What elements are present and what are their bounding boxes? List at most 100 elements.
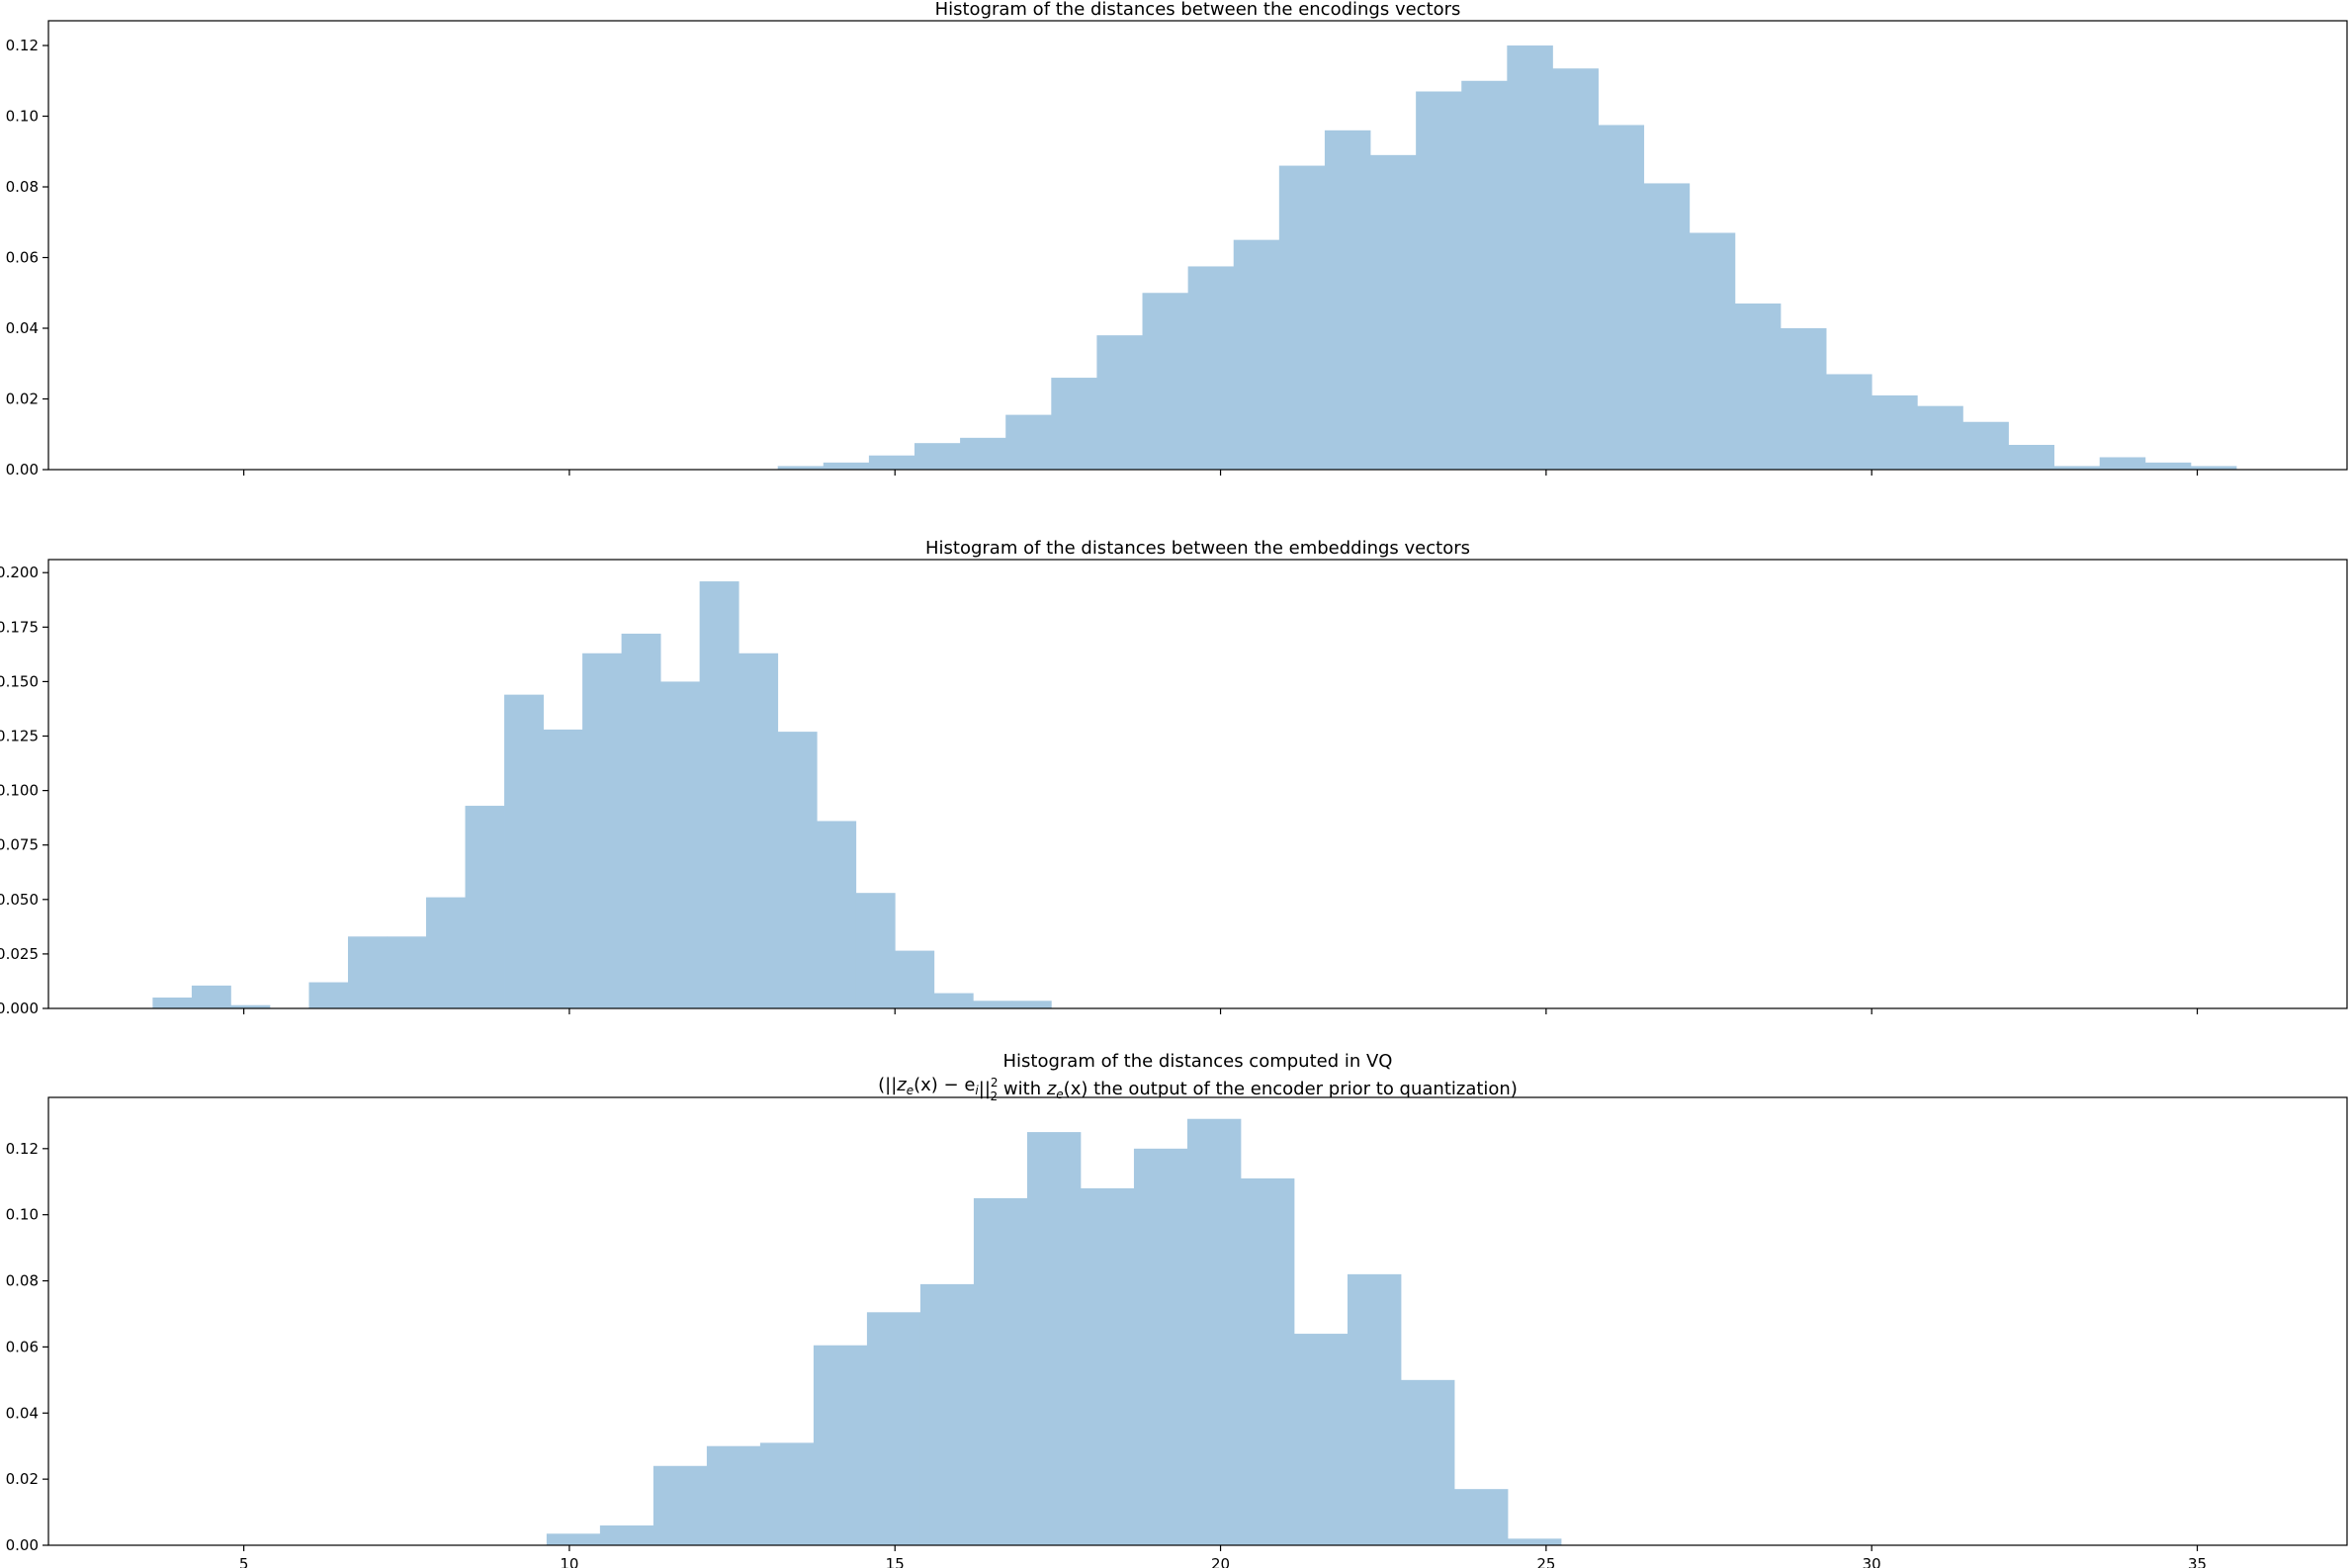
axes-frame [47,1096,2348,1546]
histogram-bar [1689,232,1736,470]
histogram-bar [868,455,915,470]
subplot-title: Histogram of the distances between the e… [925,538,1470,559]
histogram-bar [2053,466,2101,470]
axes-frame [47,20,2348,471]
histogram-bar [1643,183,1691,470]
histogram-bar [1962,421,2009,470]
histogram-bar [1324,130,1371,470]
histogram-bar [1598,125,1645,471]
histogram-bar [1240,1177,1295,1545]
histogram-bar [546,1533,601,1545]
histogram-bar [1917,405,1963,470]
y-tick-label: 0.00 [6,1536,39,1554]
histogram-bar [777,466,825,470]
histogram-bar [739,653,779,1008]
histogram-bar [2190,466,2237,470]
subplot-1: 0.00 0.02 0.04 0.06 0.08 0.10 0.12 Histogram of… [6,0,2348,479]
histogram-bar [660,681,701,1008]
x-tick-label: 5 [239,1555,249,1568]
histogram-bar [823,462,870,470]
histogram-bar [759,1442,815,1545]
y-tick-label: 0.175 [0,618,39,636]
histogram-bar [1416,91,1462,470]
histogram-bar [914,443,961,470]
x-tick-label: 25 [1536,1555,1555,1568]
y-tick-label: 0.025 [0,945,39,963]
histogram-bar [1401,1379,1455,1545]
histogram-bar [1026,1132,1082,1545]
x-tick-label: 35 [2188,1555,2207,1568]
histogram-bar [1507,45,1553,471]
histogram-bar [1734,303,1782,470]
subplot-title: Histogram of the distances between the e… [935,0,1461,20]
y-tick-label: 0.200 [0,564,39,581]
histogram-bar [919,1283,975,1545]
histogram-bar [1051,378,1097,470]
histogram-bar [621,633,661,1008]
histogram-bar [1233,239,1280,470]
y-tick-label: 0.125 [0,728,39,745]
histogram-bar [599,1524,654,1545]
histogram-bar [1096,335,1143,470]
histogram-bar [230,1004,271,1008]
histogram-bar [1186,1118,1242,1545]
histogram-bar [504,694,544,1008]
y-tick-label: 0.06 [6,1338,39,1355]
histogram-bar [699,581,740,1008]
x-tick-label: 15 [886,1555,905,1568]
histogram-bar [973,1001,1013,1008]
histogram-bar [866,1312,921,1545]
histogram-bar [817,821,857,1008]
subplot-2: 0.000 0.025 0.050 0.075 0.100 0.125 0.150 0.175… [0,538,2348,1017]
x-tick-label: 10 [560,1555,578,1568]
histogram-bar [1508,1538,1562,1545]
histogram-bar [1142,293,1189,470]
histogram-bar [2144,462,2192,470]
histogram-bar [653,1465,708,1545]
histogram-bar [2008,444,2055,470]
subplot-title-formula: (||ze(x) − ei||2 2 with ze(x) the output … [878,1075,1518,1103]
histogram-bar [777,732,818,1008]
histogram-bar [1011,1001,1052,1008]
y-tick-label: 0.02 [6,391,39,408]
histogram-bar [933,993,974,1008]
histogram-bar [706,1445,761,1545]
histogram-bar [960,437,1006,470]
y-tick-label: 0.08 [6,1272,39,1290]
x-tick-label: 20 [1211,1555,1230,1568]
y-tick-label: 0.02 [6,1470,39,1488]
y-tick-label: 0.100 [0,782,39,800]
y-tick-label: 0.00 [6,461,39,479]
histogram-bar [895,950,935,1008]
y-tick-label: 0.12 [6,1140,39,1158]
histogram-bar [1871,394,1918,470]
subplot-3: 0.00 0.02 0.04 0.06 0.08 0.10 0.12 5 10 15 20 25 30 3… [6,1051,2348,1568]
y-tick-label: 0.06 [6,249,39,267]
y-tick-label: 0.04 [6,319,39,337]
y-tick-label: 0.000 [0,1000,39,1017]
histogram-bar [582,653,622,1008]
x-tick-label: 30 [1863,1555,1881,1568]
histogram-bar [1780,328,1827,470]
histogram-bar [1187,266,1235,470]
y-tick-label: 0.075 [0,836,39,854]
histogram-bar [465,806,505,1008]
y-tick-label: 0.12 [6,37,39,54]
y-tick-label: 0.050 [0,891,39,909]
histogram-bar [191,985,231,1008]
histogram-bar [1133,1148,1188,1545]
histogram-bar [1293,1334,1349,1545]
histogram-bar [1552,68,1599,470]
histogram-bar [1454,1489,1509,1545]
histogram-bar [973,1197,1028,1545]
y-tick-label: 0.10 [6,108,39,126]
histogram-bar [387,936,427,1008]
histogram-bar [426,897,466,1008]
histogram-bar [1826,374,1872,470]
y-tick-label: 0.08 [6,178,39,196]
histogram-bar [813,1345,868,1545]
histogram-bar [1370,154,1417,470]
histogram-bar [2099,457,2146,470]
histogram-bar [1005,414,1052,470]
histogram-bar [543,729,583,1008]
